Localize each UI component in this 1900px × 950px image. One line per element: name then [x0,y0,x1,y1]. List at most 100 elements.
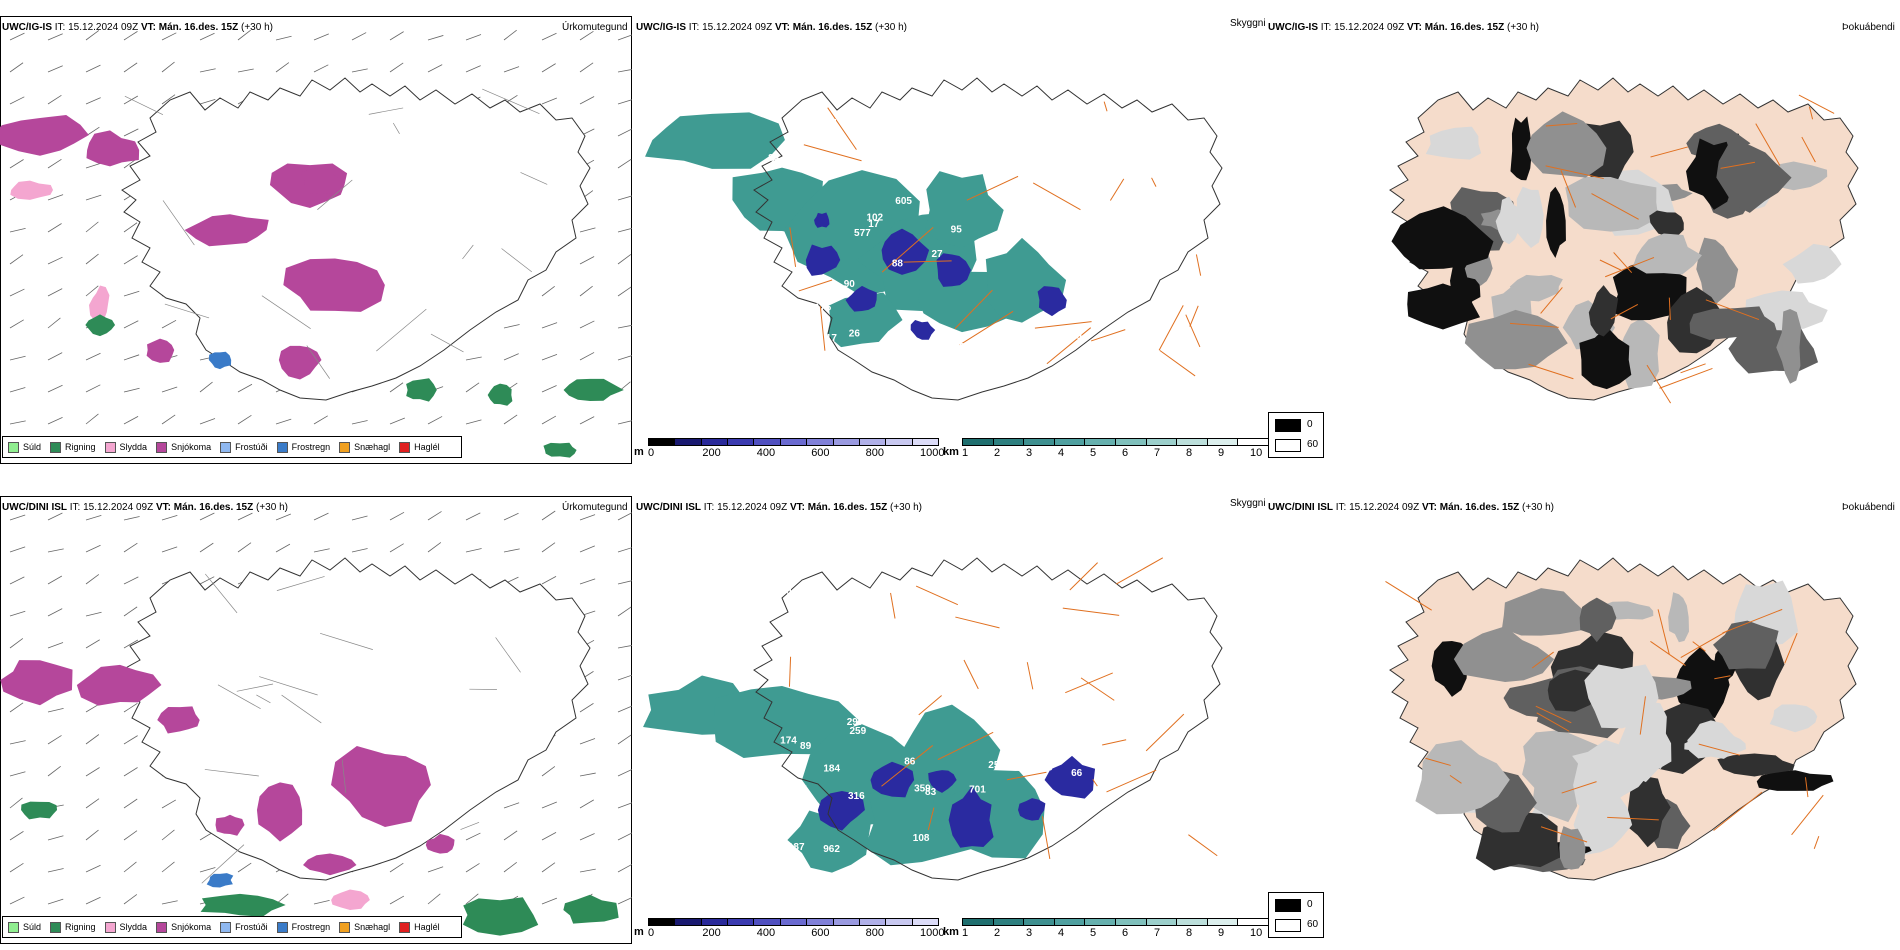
wind-barb [427,64,443,73]
visibility-area [902,704,1001,795]
cloud-base-number: 92 [1036,685,1048,696]
wind-barb [579,514,596,521]
road-line [1650,146,1688,158]
road-line [1784,632,1798,664]
colorbar-segment [911,918,939,926]
fog-index-patch [1453,626,1555,682]
wind-barb [617,768,632,777]
legend-label: Rigning [65,442,96,452]
lead-time: (+30 h) [890,502,922,513]
legend-label: Frostregn [291,922,331,932]
road-line [162,200,195,246]
colorbar-segment [1176,438,1208,446]
iceland-outline [121,557,591,881]
road-line [256,694,271,704]
road-line [1545,165,1604,180]
wind-barb [617,99,632,105]
wind-barb [47,765,61,777]
road-line [1646,364,1672,404]
wind-barb [85,352,101,361]
wind-barb [617,897,632,905]
road-line [1195,254,1202,276]
model-name: UWC/IG-IS [1268,22,1318,33]
vis-header: UWC/IG-IS IT: 15.12.2024 09Z VT: Mán. 16… [636,22,907,34]
wind-barb [617,645,632,649]
road-line [937,731,994,761]
cloud-base-number: 86 [904,757,916,768]
freezing-rain-area [208,351,232,370]
wind-barb [541,510,556,521]
wind-barb [579,256,595,265]
cloud-base-number: 94 [959,342,971,353]
colorbar-tick-label: 8 [1186,927,1193,939]
wind-barb [161,515,178,521]
cloudbase-area [948,786,994,848]
fog-index-patch [1546,186,1566,259]
legend-label: Slydda [119,442,148,452]
colorbar-segment [832,918,860,926]
wind-barb [85,413,99,425]
wind-barb [123,894,138,905]
iceland-outline [753,557,1223,881]
fog-index-patch [1619,710,1672,783]
wind-barb [123,606,138,617]
vt-label: VT: [1406,22,1422,33]
road-line [1531,651,1554,669]
wind-barb [85,285,99,297]
colorbar-tick-label: 200 [702,927,721,939]
colorbar-segment [727,918,755,926]
fog-header: UWC/IG-IS IT: 15.12.2024 09Z VT: Mán. 16… [1268,22,1539,34]
snow-area [283,258,385,312]
wind-barb [465,548,482,553]
road-line [1808,106,1814,120]
cloud-base-number: 112 [1029,584,1046,595]
road-line [317,179,353,210]
road-line [954,289,993,330]
rain-area [563,378,624,401]
cloud-base-number: 62 [1106,618,1118,629]
wind-barb [237,383,253,393]
wind-barb [9,862,24,873]
wind-barb [85,384,101,393]
wind-barb [85,253,99,265]
road-line [1722,608,1783,634]
lead-time: (+30 h) [241,22,273,33]
legend-item-frostúði: Frostúði [220,921,268,933]
road-line [1713,791,1763,831]
fog-index-patch [1689,306,1778,341]
cloud-base-number: 85 [764,777,776,788]
colorbar-tick-label: 400 [756,447,776,459]
road-line [819,306,826,351]
legend-swatch [156,441,168,453]
legend-swatch [220,921,232,933]
it-label: IT: [54,22,66,33]
legend-swatch [8,921,19,933]
cloud-base-number: 185 [1036,762,1053,773]
legend-item-snæhagl: Snæhagl [339,441,390,453]
fog-index-patch [1579,597,1617,643]
wind-barb [161,319,177,329]
cloud-base-number: 187 [788,842,805,853]
wind-barb [465,65,481,73]
road-line [827,107,857,150]
wind-barb [47,288,63,297]
wind-barb [579,320,595,329]
it-label: IT: [688,22,700,33]
wind-barb [541,542,556,553]
wind-barb [123,354,140,361]
wind-barb [465,356,482,361]
it-value: 15.12.2024 09Z [702,22,773,33]
colorbar-tick-label: 7 [1154,927,1161,939]
legend-label: Snæhagl [354,922,391,932]
road-line [1509,322,1559,328]
legend-item-frostúði: Frostúði [220,441,268,453]
legend-item-slydda: Slydda [104,921,147,933]
cloud-base-number: 654 [1095,814,1112,825]
snow-area [76,664,162,706]
fog-title: Þokuábendi [1842,22,1895,33]
legend-swatch [220,441,232,453]
wind-barb [617,705,632,713]
road-line [281,694,322,724]
model-name: UWC/DINI ISL [1268,502,1333,513]
fog-swatch-0 [1275,419,1301,432]
